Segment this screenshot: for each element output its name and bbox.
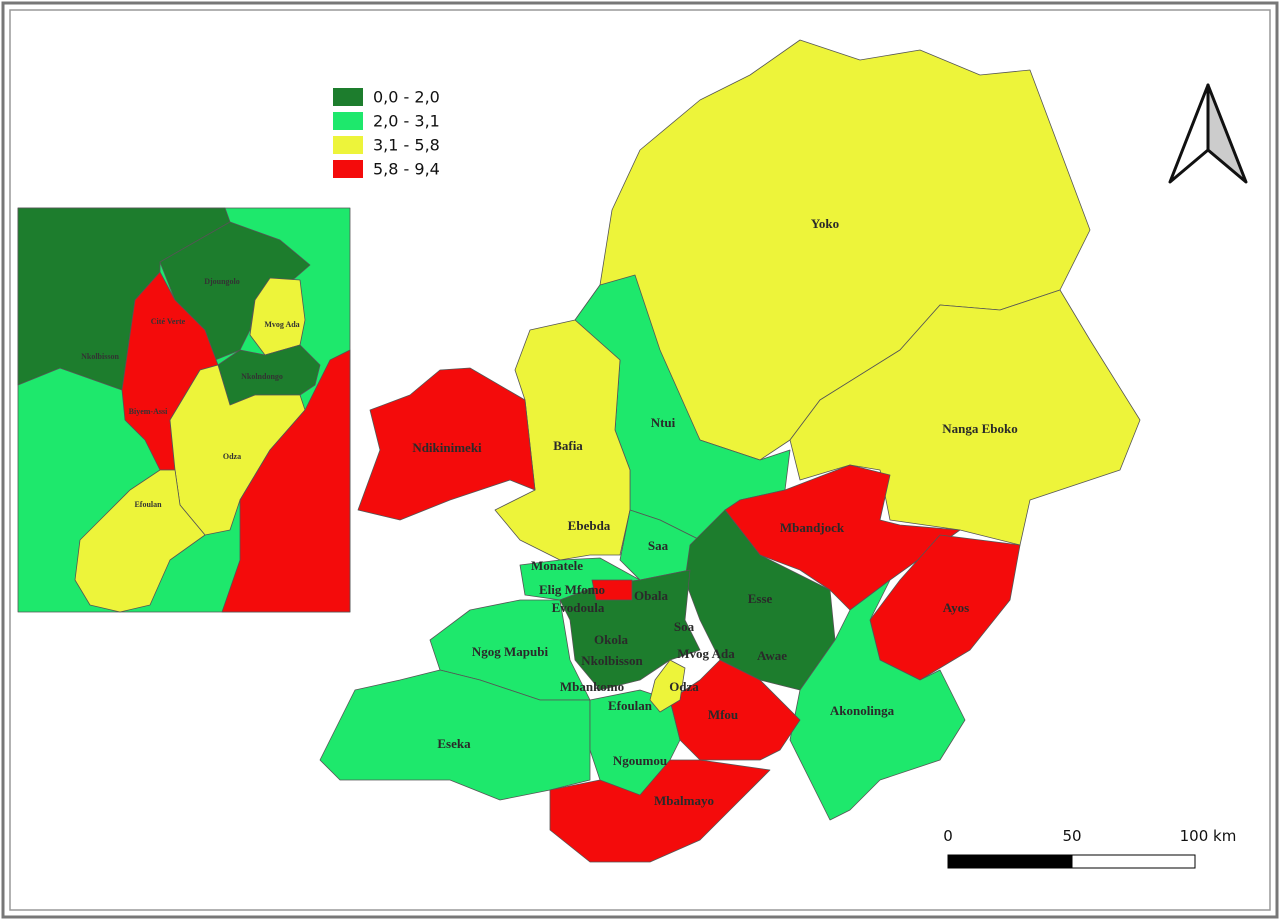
district-label: Nanga Eboko [942,421,1018,436]
north-arrow-right [1206,83,1248,184]
district-label: Esse [748,591,773,606]
district-label: Efoulan [608,698,653,713]
district [789,579,966,821]
district [669,659,801,761]
scale-label: 50 [1062,827,1081,845]
district [789,289,1141,546]
scale-segment [1071,854,1196,869]
legend-swatch [333,112,363,130]
district [724,464,961,611]
district-label: Ngoumou [613,753,667,768]
inset-map: Djoungolo Cité Verte Mvog Ada Nkolbisson… [17,207,351,613]
inset-label: Mvog Ada [264,320,299,329]
district-label: Mbandjock [780,520,845,535]
inset-label: Djoungolo [204,277,240,286]
district-label: Evodoula [552,600,605,615]
inner-frame [9,9,1271,911]
legend-label: 2,0 - 3,1 [373,112,440,131]
inset-label: Odza [223,452,241,461]
north-arrow [1168,83,1248,184]
district-label: Soa [674,619,695,634]
district-label: Monatele [531,558,583,573]
inset-label: Nkolbisson [81,352,119,361]
inset-label: Cité Verte [151,317,186,326]
district-label: Elig Mfomo [539,582,605,597]
district-label: Nkolbisson [581,653,643,668]
legend-label: 0,0 - 2,0 [373,88,440,107]
legend-swatch [333,160,363,178]
district-label: Yoko [811,216,839,231]
legend-label: 5,8 - 9,4 [373,160,440,179]
inset-district [221,349,351,613]
legend-swatch [333,88,363,106]
district-label: Okola [594,632,628,647]
district [559,569,701,691]
inset-district [74,469,206,613]
legend: 0,0 - 2,0 2,0 - 3,1 3,1 - 5,8 5,8 - 9,4 [333,88,440,179]
district-label: Mbankomo [560,679,624,694]
district-label: Awae [757,648,787,663]
district-label: Ndikinimeki [412,440,482,455]
district-label: Ntui [651,415,676,430]
scale-label: 100 km [1180,827,1237,845]
inset-label: Nkolndongo [241,372,283,381]
district [649,659,686,713]
district-label: Mbalmayo [654,793,714,808]
scale-label: 0 [943,827,953,845]
district-label: Akonolinga [830,703,895,718]
district-label: Mvog Ada [677,646,735,661]
inset-label: Efoulan [134,500,162,509]
district-label: Saa [648,538,669,553]
district-label: Ayos [943,600,969,615]
district-label: Obala [634,588,668,603]
district [549,759,771,863]
district-label: Bafia [553,438,583,453]
legend-label: 3,1 - 5,8 [373,136,440,155]
district-label: Eseka [437,736,471,751]
inset-label: Biyem-Assi [129,407,168,416]
district-label: Ebebda [568,518,611,533]
district [357,367,536,521]
district [591,579,633,601]
main-map: Yoko Nanga Eboko Ntui Bafia Ndikinimeki … [319,39,1141,863]
district-label: Odza [669,679,699,694]
legend-swatch [333,136,363,154]
scale-segment [947,854,1073,869]
district [494,319,631,561]
scale-bar: 0 50 100 km [943,827,1237,869]
inset-district [249,277,306,356]
district-label: Mfou [708,707,738,722]
district-label: Ngog Mapubi [472,644,549,659]
